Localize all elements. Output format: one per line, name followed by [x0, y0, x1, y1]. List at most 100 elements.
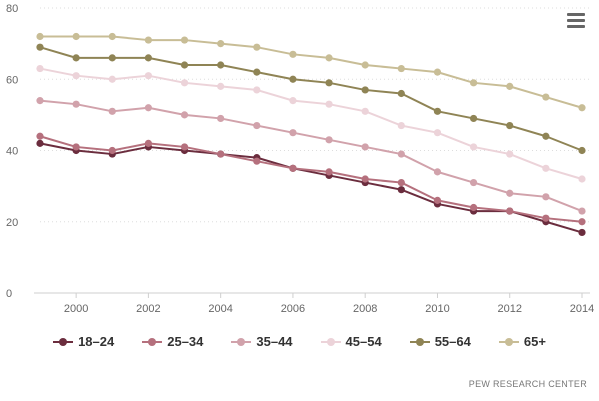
data-point[interactable]: [361, 107, 369, 115]
data-point[interactable]: [253, 86, 261, 94]
data-point[interactable]: [180, 143, 189, 151]
data-point[interactable]: [289, 50, 297, 58]
data-point[interactable]: [470, 79, 478, 87]
data-point[interactable]: [36, 97, 44, 105]
data-point[interactable]: [433, 168, 442, 176]
data-point[interactable]: [217, 82, 225, 90]
data-point[interactable]: [397, 178, 405, 187]
data-point[interactable]: [542, 214, 550, 222]
data-point[interactable]: [506, 150, 514, 158]
data-point[interactable]: [578, 228, 586, 237]
data-point[interactable]: [506, 207, 514, 215]
legend-item[interactable]: 25–34: [142, 334, 203, 349]
data-point[interactable]: [397, 121, 405, 130]
data-point[interactable]: [578, 218, 586, 226]
hamburger-menu-icon[interactable]: [567, 13, 585, 31]
data-point[interactable]: [397, 150, 405, 158]
data-point[interactable]: [325, 100, 333, 108]
data-point[interactable]: [433, 68, 442, 76]
series-line[interactable]: [39, 99, 583, 212]
data-point[interactable]: [397, 64, 405, 73]
data-point[interactable]: [108, 75, 116, 83]
data-point[interactable]: [506, 121, 514, 130]
series-0[interactable]: [36, 139, 586, 237]
data-point[interactable]: [108, 107, 116, 115]
data-point[interactable]: [470, 143, 478, 151]
data-point[interactable]: [397, 186, 405, 194]
data-point[interactable]: [542, 164, 550, 172]
data-point[interactable]: [144, 139, 152, 147]
series-line[interactable]: [39, 46, 583, 152]
series-3[interactable]: [36, 64, 586, 183]
data-point[interactable]: [217, 114, 225, 123]
data-point[interactable]: [325, 54, 333, 62]
data-point[interactable]: [144, 72, 152, 80]
data-point[interactable]: [72, 54, 80, 62]
series-line[interactable]: [39, 142, 583, 234]
data-point[interactable]: [217, 61, 225, 69]
data-point[interactable]: [325, 79, 333, 87]
data-point[interactable]: [289, 129, 297, 137]
data-point[interactable]: [433, 107, 442, 115]
series-1[interactable]: [36, 132, 586, 226]
data-point[interactable]: [108, 32, 116, 41]
legend-item[interactable]: 18–24: [53, 334, 114, 349]
data-point[interactable]: [578, 146, 586, 155]
series-4[interactable]: [36, 43, 586, 155]
data-point[interactable]: [180, 111, 189, 119]
data-point[interactable]: [108, 54, 116, 62]
data-point[interactable]: [217, 40, 225, 48]
data-point[interactable]: [253, 157, 261, 165]
data-point[interactable]: [542, 93, 550, 101]
data-point[interactable]: [361, 86, 369, 94]
data-point[interactable]: [289, 164, 297, 172]
data-point[interactable]: [578, 175, 586, 183]
data-point[interactable]: [578, 104, 586, 112]
data-point[interactable]: [180, 79, 189, 87]
legend-item[interactable]: 35–44: [231, 334, 293, 349]
series-5[interactable]: [36, 32, 586, 112]
data-point[interactable]: [433, 196, 442, 204]
data-point[interactable]: [506, 189, 514, 197]
data-point[interactable]: [289, 97, 297, 105]
series-2[interactable]: [36, 97, 586, 215]
data-point[interactable]: [433, 129, 442, 137]
data-point[interactable]: [108, 146, 116, 155]
data-point[interactable]: [36, 43, 44, 51]
data-point[interactable]: [36, 132, 44, 140]
data-point[interactable]: [325, 168, 333, 176]
series-line[interactable]: [39, 67, 583, 180]
data-point[interactable]: [470, 178, 478, 187]
data-point[interactable]: [253, 68, 261, 76]
data-point[interactable]: [72, 32, 80, 41]
data-point[interactable]: [325, 136, 333, 144]
data-point[interactable]: [144, 36, 152, 44]
legend-item[interactable]: 45–54: [320, 334, 382, 349]
legend-item[interactable]: 55–64: [409, 334, 471, 349]
data-point[interactable]: [144, 104, 152, 112]
credits[interactable]: PEW RESEARCH CENTER: [468, 379, 587, 389]
legend-item[interactable]: 65+: [498, 334, 546, 349]
series-line[interactable]: [40, 35, 583, 109]
data-point[interactable]: [36, 139, 44, 147]
data-point[interactable]: [72, 72, 80, 80]
data-point[interactable]: [542, 193, 550, 201]
data-point[interactable]: [542, 132, 550, 140]
data-point[interactable]: [72, 143, 80, 151]
data-point[interactable]: [361, 61, 369, 69]
data-point[interactable]: [506, 82, 514, 90]
data-point[interactable]: [361, 143, 369, 151]
data-point[interactable]: [578, 207, 586, 215]
data-point[interactable]: [397, 89, 405, 98]
data-point[interactable]: [72, 100, 80, 108]
series-line[interactable]: [39, 135, 583, 223]
data-point[interactable]: [180, 36, 189, 44]
data-point[interactable]: [253, 43, 261, 51]
data-point[interactable]: [470, 114, 478, 123]
data-point[interactable]: [470, 203, 478, 212]
data-point[interactable]: [36, 64, 44, 73]
data-point[interactable]: [36, 32, 44, 41]
data-point[interactable]: [361, 175, 369, 183]
data-point[interactable]: [180, 61, 189, 69]
data-point[interactable]: [217, 150, 225, 158]
